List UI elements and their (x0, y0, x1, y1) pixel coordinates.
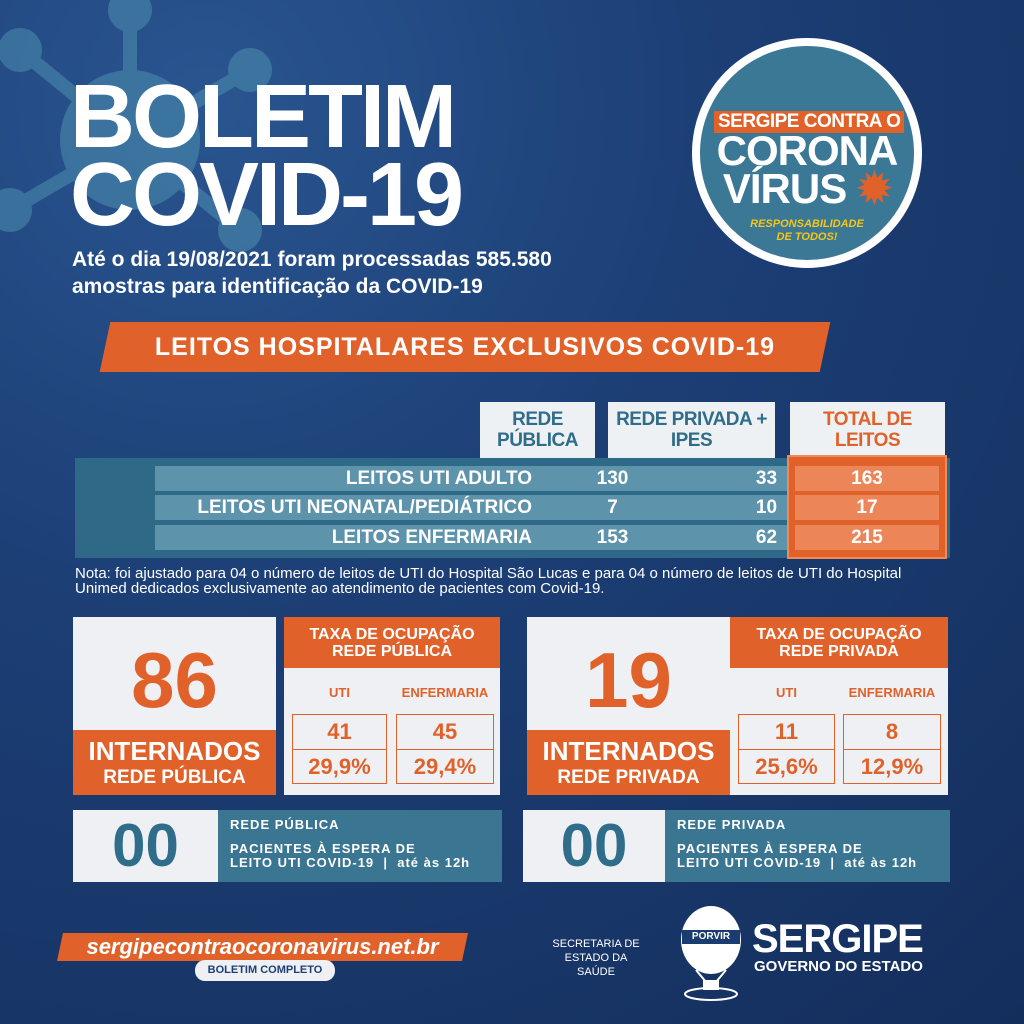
enfermaria-occupancy: 8 12,9% (843, 714, 941, 784)
note: Nota: foi ajustado para 04 o número de l… (75, 565, 902, 597)
badge-tagline2: DE TODOS! (776, 231, 838, 243)
enf-pct: 12,9% (844, 749, 940, 783)
cell-publica: 130 (596, 467, 629, 489)
secretaria-line2: ESTADO DA SAÚDE (564, 952, 628, 978)
header-rede-publica: REDE PÚBLICA (480, 402, 595, 458)
table-row: LEITOS ENFERMARIA 153 62 (155, 525, 855, 550)
governo-label: GOVERNO DO ESTADO (754, 958, 923, 975)
taxa-publica-card: TAXA DE OCUPAÇÃO REDE PÚBLICA UTI ENFERMA… (284, 617, 500, 795)
badge-line1: SERGIPE CONTRA O (714, 111, 905, 133)
uti-label: UTI (776, 685, 797, 700)
espera-rede: REDE PRIVADA (677, 817, 787, 832)
sergipe-logo: SERGIPE (752, 917, 924, 961)
uti-occupancy: 11 25,6% (738, 714, 835, 784)
website-link[interactable]: sergipecontraocoronavirus.net.br (57, 933, 468, 961)
espera-publica: 00 REDE PÚBLICA PACIENTES À ESPERA DE LEIT… (73, 810, 502, 882)
cell-total: 215 (795, 525, 939, 550)
state-seal-icon: PORVIR (676, 902, 746, 1002)
rede-label: REDE PÚBLICA (103, 767, 246, 788)
subtitle-line2: amostras para identificação da COVID-19 (72, 275, 483, 298)
espera-text2: LEITO UTI COVID-19 | até às 12h (230, 855, 471, 870)
enfermaria-label: ENFERMARIA (848, 685, 936, 700)
badge-line3: VÍRUS ✹ (722, 165, 892, 212)
espera-text1: PACIENTES À ESPERA DE (677, 841, 863, 856)
table-row: LEITOS UTI NEONATAL/PEDIÁTRICO 7 10 (155, 495, 855, 520)
espera-privada: 00 REDE PRIVADA PACIENTES À ESPERA DE LEIT… (523, 810, 950, 882)
virus-icon (0, 0, 272, 252)
virus-icon: ✹ (856, 165, 892, 212)
espera-count: 00 (73, 810, 218, 882)
internados-privada-count: 19 (585, 636, 672, 724)
cell-privada: 10 (755, 496, 778, 518)
taxa-title1: TAXA DE OCUPAÇÃO (756, 626, 922, 643)
espera-text2: LEITO UTI COVID-19 | até às 12h (677, 855, 918, 870)
row-label: LEITOS ENFERMARIA (331, 526, 532, 548)
subtitle-line1: Até o dia 19/08/2021 foram processadas 5… (72, 248, 552, 271)
enf-pct: 29,4% (397, 749, 493, 783)
boletim-completo-button[interactable]: BOLETIM COMPLETO (195, 960, 335, 981)
rede-label: REDE PRIVADA (557, 767, 700, 788)
espera-rede: REDE PÚBLICA (230, 817, 340, 832)
internados-privada-label: INTERNADOS REDE PRIVADA (527, 730, 730, 795)
internados-publica-card: 86 INTERNADOS REDE PÚBLICA (73, 617, 276, 795)
table-row: LEITOS UTI ADULTO 130 33 (155, 466, 855, 491)
secretaria-line1: SECRETARIA DE (552, 938, 640, 950)
internados-label: INTERNADOS (88, 736, 261, 766)
badge-line2: CORONA (716, 127, 899, 174)
cell-publica: 153 (596, 526, 629, 548)
enf-count: 8 (885, 719, 899, 744)
enfermaria-occupancy: 45 29,4% (396, 714, 494, 784)
cell-total: 163 (795, 466, 939, 491)
enf-count: 45 (432, 719, 458, 744)
taxa-publica-title: TAXA DE OCUPAÇÃO REDE PÚBLICA (284, 617, 500, 668)
cell-publica: 7 (607, 496, 618, 518)
internados-publica-label: INTERNADOS REDE PÚBLICA (73, 730, 276, 795)
header-rede-privada: REDE PRIVADA + IPES (608, 402, 775, 458)
internados-privada-card: 19 INTERNADOS REDE PRIVADA (527, 617, 730, 795)
title-line2: COVID-19 (70, 145, 464, 245)
row-label: LEITOS UTI ADULTO (345, 467, 532, 489)
uti-pct: 25,6% (739, 749, 834, 783)
espera-count: 00 (523, 810, 665, 882)
uti-count: 11 (774, 719, 799, 744)
section-banner: LEITOS HOSPITALARES EXCLUSIVOS COVID-19 (99, 322, 831, 372)
uti-occupancy: 41 29,9% (292, 714, 387, 784)
badge-tagline1: RESPONSABILIDADE (750, 218, 864, 230)
internados-publica-count: 86 (131, 636, 218, 724)
taxa-title2: REDE PRIVADA (779, 643, 899, 660)
enfermaria-label: ENFERMARIA (401, 685, 489, 700)
uti-pct: 29,9% (293, 749, 386, 783)
secretaria-label: SECRETARIA DE ESTADO DA SAÚDE (548, 937, 644, 979)
total-column: 163 17 215 (787, 455, 947, 559)
espera-text1: PACIENTES À ESPERA DE (230, 841, 416, 856)
subtitle: Até o dia 19/08/2021 foram processadas 5… (72, 246, 552, 300)
uti-count: 41 (327, 719, 352, 744)
title-line1: BOLETIM (70, 67, 457, 167)
seal-text: PORVIR (691, 931, 731, 942)
taxa-privada-card: TAXA DE OCUPAÇÃO REDE PRIVADA UTI ENFERMA… (730, 617, 948, 795)
cell-privada: 33 (755, 467, 778, 489)
cell-privada: 62 (755, 526, 778, 548)
taxa-title2: REDE PÚBLICA (331, 643, 452, 660)
cell-total: 17 (795, 495, 939, 520)
row-label: LEITOS UTI NEONATAL/PEDIÁTRICO (197, 496, 532, 518)
taxa-title1: TAXA DE OCUPAÇÃO (309, 626, 475, 643)
website-link-text[interactable]: sergipecontraocoronavirus.net.br (86, 934, 439, 959)
campaign-badge: SERGIPE CONTRA O CORONA VÍRUS ✹ RESPONSAB… (692, 38, 922, 268)
section-banner-text: LEITOS HOSPITALARES EXCLUSIVOS COVID-19 (154, 332, 776, 361)
taxa-privada-title: TAXA DE OCUPAÇÃO REDE PRIVADA (730, 617, 948, 668)
header-total: TOTAL DE LEITOS (790, 402, 945, 458)
internados-label: INTERNADOS (542, 736, 715, 766)
uti-label: UTI (329, 685, 350, 700)
